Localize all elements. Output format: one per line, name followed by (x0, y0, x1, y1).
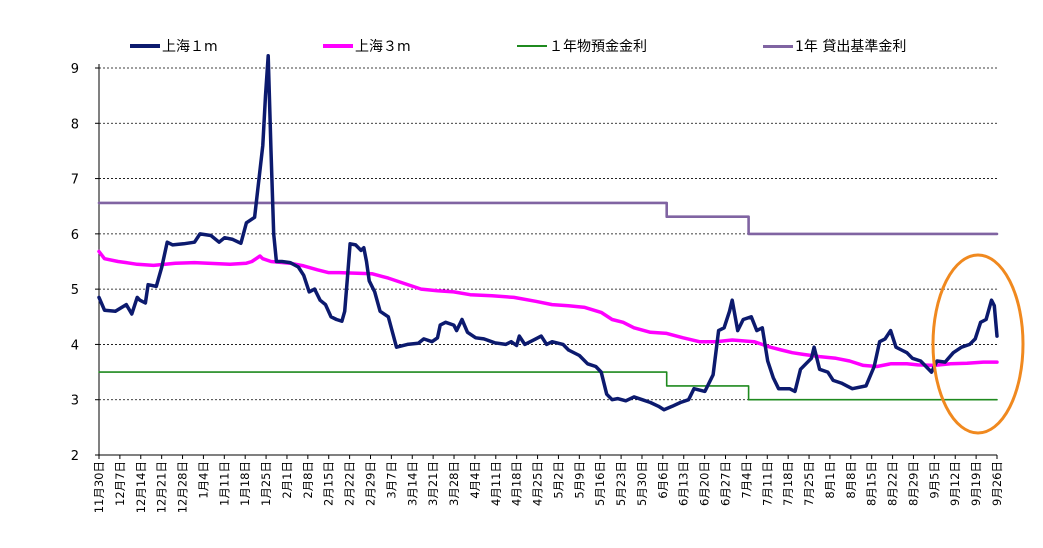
x-tick-label: 9月5日 (927, 461, 941, 499)
legend-swatch-deposit-rate (517, 45, 547, 47)
x-tick-label: 8月29日 (906, 461, 920, 506)
x-tick-label: 7月18日 (781, 461, 795, 506)
legend-swatch-shanghai-3m (323, 44, 353, 48)
x-tick-label: 5月9日 (572, 461, 586, 499)
x-tick-label: 5月23日 (614, 461, 628, 506)
x-tick-label: 5月30日 (635, 461, 649, 506)
legend-swatch-shanghai-1m (130, 44, 160, 48)
legend-swatch-lending-rate (763, 44, 793, 48)
x-tick-label: 5月16日 (593, 461, 607, 506)
x-tick-label: 4月18日 (510, 461, 524, 506)
x-tick-label: 1月18日 (238, 461, 252, 506)
y-tick-label: 8 (71, 117, 79, 132)
x-tick-label: 12月7日 (113, 461, 127, 506)
x-tick-label: 2月8日 (301, 461, 315, 499)
legend-label-shanghai-3m: 上海３m (355, 39, 411, 55)
series-line-shanghai-3m (97, 249, 999, 369)
legend-label-shanghai-1m: 上海１m (162, 39, 218, 55)
x-tick-label: 3月21日 (426, 461, 440, 506)
x-tick-label: 12月21日 (155, 461, 169, 513)
y-tick-label: 4 (71, 338, 79, 353)
x-tick-label: 1月4日 (196, 461, 210, 499)
legend-item-shanghai-3m: 上海３m (323, 36, 411, 56)
series-line-shanghai-1m (97, 54, 999, 412)
x-tick-label: 7月4日 (739, 461, 753, 499)
x-tick-label: 6月20日 (698, 461, 712, 506)
x-tick-label: 8月8日 (844, 461, 858, 499)
x-tick-label: 3月14日 (405, 461, 419, 506)
y-tick-label: 9 (71, 62, 79, 77)
x-tick-label: 3月7日 (384, 461, 398, 499)
x-tick-label: 2月22日 (343, 461, 357, 506)
x-tick-label: 6月27日 (719, 461, 733, 506)
x-tick-label: 2月29日 (363, 461, 377, 506)
legend-label-lending-rate: 1年 貸出基準金利 (795, 39, 907, 55)
x-tick-label: 6月13日 (677, 461, 691, 506)
y-tick-label: 7 (71, 173, 79, 188)
x-tick-label: 3月28日 (447, 461, 461, 506)
x-tick-label: 7月25日 (802, 461, 816, 506)
x-tick-label: 5月2日 (551, 461, 565, 499)
x-tick-label: 4月25日 (531, 461, 545, 506)
y-tick-label: 3 (71, 394, 79, 409)
x-tick-label: 12月14日 (134, 461, 148, 513)
x-tick-label: 8月22日 (886, 461, 900, 506)
x-tick-label: 2月1日 (280, 461, 294, 499)
x-tick-label: 7月11日 (760, 461, 774, 506)
x-tick-label: 9月26日 (990, 461, 1004, 506)
y-tick-label: 6 (71, 228, 79, 243)
highlight-ellipse (931, 253, 1025, 435)
x-tick-label: 9月19日 (969, 461, 983, 506)
x-tick-label: 4月4日 (468, 461, 482, 499)
x-tick-label: 8月1日 (823, 461, 837, 499)
x-tick-label: 1月25日 (259, 461, 273, 506)
legend-item-lending-rate: 1年 貸出基準金利 (763, 36, 906, 56)
x-tick-label: 8月15日 (865, 461, 879, 506)
y-tick-label: 2 (71, 449, 79, 464)
legend-label-deposit-rate: １年物預金金利 (549, 39, 647, 55)
x-tick-label: 12月28日 (176, 461, 190, 513)
legend-item-deposit-rate: １年物預金金利 (517, 36, 647, 56)
x-tick-label: 4月11日 (489, 461, 503, 506)
y-tick-label: 5 (71, 283, 79, 298)
x-tick-label: 2月15日 (322, 461, 336, 506)
legend-item-shanghai-1m: 上海１m (130, 36, 218, 56)
series-line-lending-rate (97, 201, 999, 236)
x-tick-label: 1月11日 (217, 461, 231, 506)
x-tick-label: 6月6日 (656, 461, 670, 499)
x-tick-label: 11月30日 (92, 461, 106, 513)
x-tick-label: 9月12日 (948, 461, 962, 506)
